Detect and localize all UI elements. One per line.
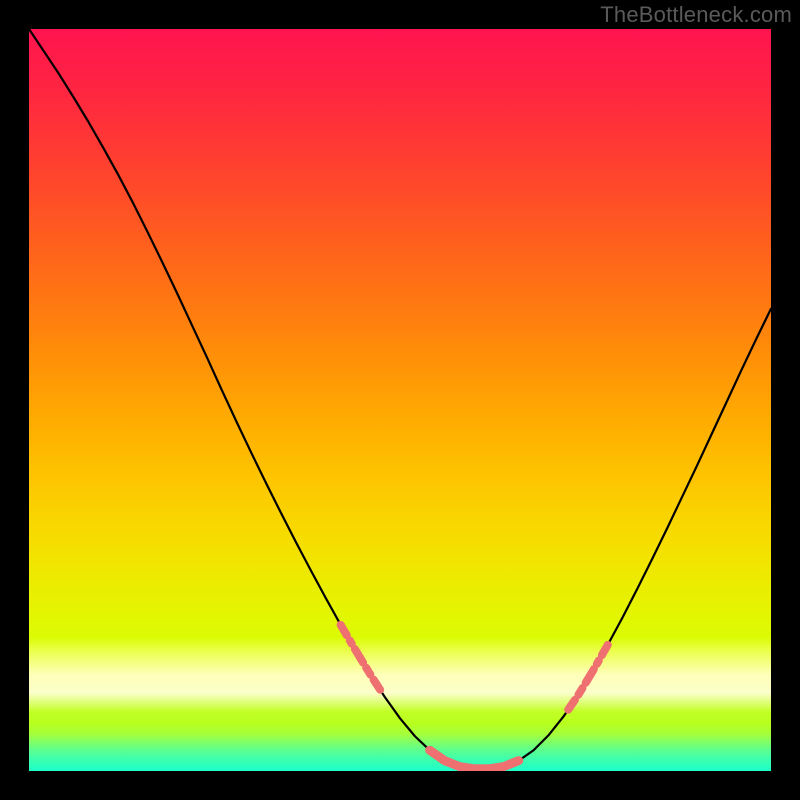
plot-area	[29, 29, 771, 771]
chart-svg	[29, 29, 771, 771]
gradient-background	[29, 29, 771, 771]
chart-frame: TheBottleneck.com	[0, 0, 800, 800]
watermark-text: TheBottleneck.com	[600, 2, 792, 28]
